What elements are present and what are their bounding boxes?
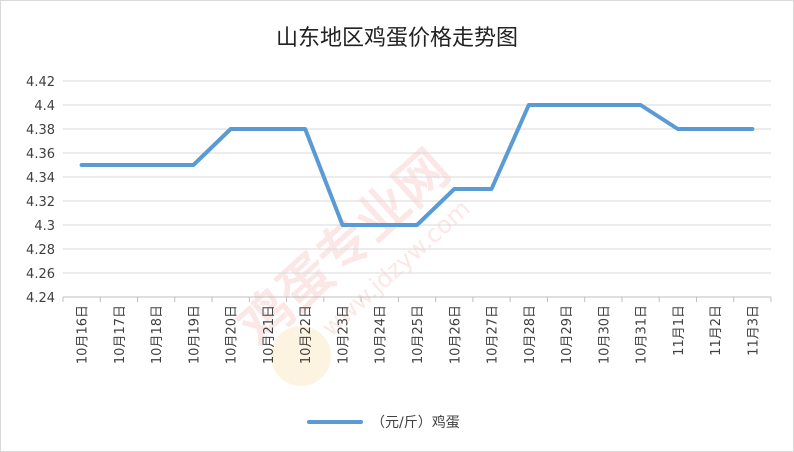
x-tick-label: 10月19日 [187,305,202,364]
y-tick-label: 4.26 [26,267,55,282]
series-layer [79,103,755,227]
y-axis-ticks: 4.24 4.26 4.28 4.3 4.32 4.34 4.36 4.38 4.4 4.42 [26,75,55,306]
x-tick-label: 10月24日 [374,305,389,364]
x-tick-label: 10月25日 [411,305,426,364]
x-tick-label: 10月22日 [299,305,314,364]
y-tick-label: 4.4 [34,99,55,114]
x-tick-label: 10月27日 [486,305,501,364]
y-tick-label: 4.34 [26,171,55,186]
x-tick-label: 10月16日 [76,305,91,364]
x-tick-label: 10月28日 [523,305,538,364]
watermark-logo [271,326,331,386]
legend: （元/斤）鸡蛋 [307,414,460,431]
x-tick-label: 10月31日 [635,305,650,364]
x-tick-label: 11月2日 [709,305,724,356]
y-tick-label: 4.24 [26,291,55,306]
y-tick-label: 4.28 [26,243,55,258]
x-tick-label: 10月23日 [336,305,351,364]
x-tick-label: 11月1日 [672,305,687,356]
y-tick-label: 4.3 [34,219,55,234]
x-axis-ticks: 10月16日 10月17日 10月18日 10月19日 10月20日 10月21日 10月2… [76,305,762,364]
x-axis [62,296,772,302]
legend-label: （元/斤）鸡蛋 [371,414,460,431]
x-tick-label: 10月20日 [225,305,240,364]
x-tick-label: 10月29日 [560,305,575,364]
y-tick-label: 4.32 [26,195,55,210]
x-tick-label: 10月21日 [262,305,277,364]
y-tick-label: 4.42 [26,75,55,90]
chart-title: 山东地区鸡蛋价格走势图 [276,26,518,51]
series-line [79,103,755,227]
x-tick-label: 10月17日 [113,305,128,364]
x-tick-label: 10月30日 [597,305,612,364]
y-tick-label: 4.38 [26,123,55,138]
x-tick-label: 11月3日 [746,305,761,356]
x-tick-label: 10月18日 [150,305,165,364]
y-tick-label: 4.36 [26,147,55,162]
x-tick-label: 10月26日 [448,305,463,364]
